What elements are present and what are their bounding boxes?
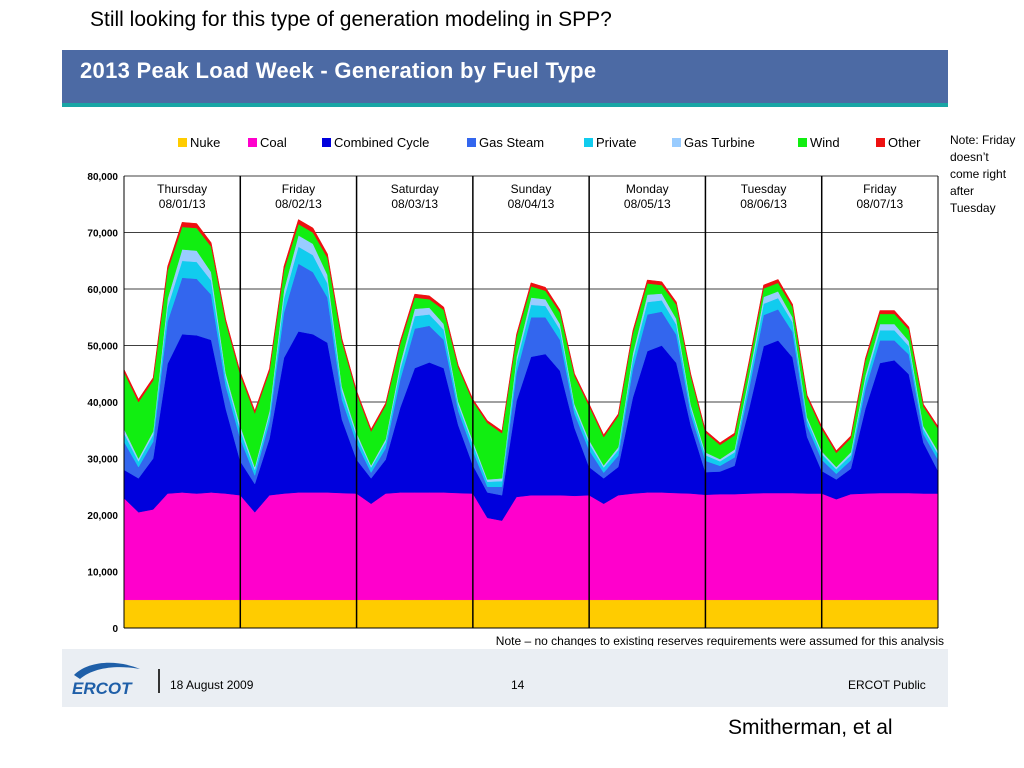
y-tick-label: 40,000 bbox=[87, 398, 118, 409]
legend-swatch bbox=[798, 138, 807, 147]
legend-label: Gas Steam bbox=[479, 135, 544, 150]
day-date-label: 08/02/13 bbox=[275, 197, 322, 211]
legend-swatch bbox=[248, 138, 257, 147]
ercot-logo: ERCOT bbox=[72, 662, 140, 698]
day-date-label: 08/05/13 bbox=[624, 197, 671, 211]
day-label: Thursday bbox=[157, 182, 207, 196]
day-date-label: 08/03/13 bbox=[391, 197, 438, 211]
day-label: Sunday bbox=[511, 182, 552, 196]
day-date-label: 08/06/13 bbox=[740, 197, 787, 211]
y-tick-label: 20,000 bbox=[87, 511, 118, 522]
day-date-label: 08/04/13 bbox=[508, 197, 555, 211]
title-banner: 2013 Peak Load Week - Generation by Fuel… bbox=[62, 50, 948, 107]
y-tick-label: 10,000 bbox=[87, 568, 118, 579]
footer-separator bbox=[158, 669, 160, 693]
logo-swoosh bbox=[74, 662, 140, 679]
credit: Smitherman, et al bbox=[728, 716, 893, 739]
area-nuke bbox=[123, 599, 939, 629]
legend-label: Other bbox=[888, 135, 921, 150]
y-tick-label: 0 bbox=[112, 624, 118, 635]
footer-date: 18 August 2009 bbox=[170, 678, 254, 692]
slide-heading: Still looking for this type of generatio… bbox=[90, 8, 612, 31]
area-coal bbox=[123, 492, 939, 601]
logo-text: ERCOT bbox=[72, 679, 133, 698]
legend-label: Private bbox=[596, 135, 636, 150]
page-number: 14 bbox=[511, 678, 525, 692]
chart-note: Note – no changes to existing reserves r… bbox=[496, 634, 944, 646]
legend-swatch bbox=[584, 138, 593, 147]
legend-label: Nuke bbox=[190, 135, 220, 150]
y-tick-label: 50,000 bbox=[87, 342, 118, 353]
banner-title: 2013 Peak Load Week - Generation by Fuel… bbox=[80, 58, 597, 83]
legend-swatch bbox=[467, 138, 476, 147]
generation-chart: 0 10,000 20,000 30,000 40,000 50,000 60,000 70,… bbox=[87, 135, 944, 646]
day-date-label: 08/01/13 bbox=[159, 197, 206, 211]
day-label: Friday bbox=[282, 182, 315, 196]
legend-label: Coal bbox=[260, 135, 287, 150]
y-tick-label: 30,000 bbox=[87, 455, 118, 466]
legend-swatch bbox=[876, 138, 885, 147]
day-date-label: 08/07/13 bbox=[856, 197, 903, 211]
footer-classification: ERCOT Public bbox=[848, 678, 926, 692]
day-label: Friday bbox=[863, 182, 896, 196]
legend-swatch bbox=[322, 138, 331, 147]
legend-label: Combined Cycle bbox=[334, 135, 429, 150]
day-label: Tuesday bbox=[741, 182, 787, 196]
y-tick-label: 80,000 bbox=[87, 172, 118, 183]
banner-accent-bar bbox=[62, 103, 948, 107]
legend-label: Wind bbox=[810, 135, 840, 150]
legend-swatch bbox=[672, 138, 681, 147]
legend-label: Gas Turbine bbox=[684, 135, 755, 150]
y-tick-label: 70,000 bbox=[87, 229, 118, 240]
y-tick-label: 60,000 bbox=[87, 285, 118, 296]
side-note: Note: Friday doesn’t come right after Tu… bbox=[950, 133, 1016, 215]
day-label: Saturday bbox=[391, 182, 439, 196]
footer: ERCOT 18 August 2009 14 ERCOT Public bbox=[62, 649, 948, 707]
legend-swatch bbox=[178, 138, 187, 147]
day-label: Monday bbox=[626, 182, 669, 196]
